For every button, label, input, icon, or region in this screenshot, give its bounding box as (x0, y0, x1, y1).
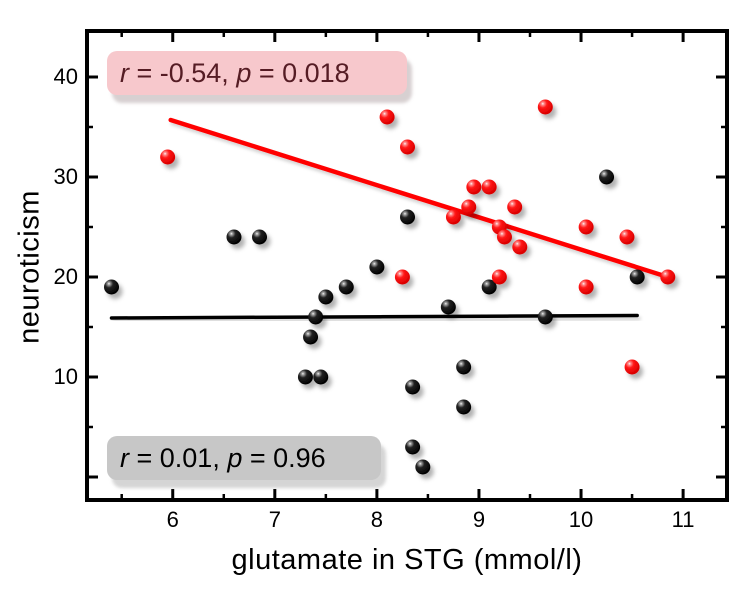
stats-black-r-symbol: r (120, 442, 129, 473)
data-point-black (252, 229, 268, 245)
data-point-red (578, 219, 594, 235)
data-point-red (400, 139, 416, 155)
data-point-black (415, 459, 431, 475)
stats-red-r-symbol: r (120, 57, 129, 88)
data-point-black (405, 439, 421, 455)
data-point-black (303, 329, 319, 345)
data-point-red (466, 179, 482, 195)
data-point-red (445, 209, 461, 225)
stats-box-red: r = -0.54, p = 0.018 (107, 51, 407, 95)
data-point-black (599, 169, 615, 185)
y-tick-label: 30 (53, 164, 78, 189)
data-point-red (491, 269, 507, 285)
y-tick-label: 10 (53, 364, 78, 389)
data-point-red (507, 199, 523, 215)
data-point-red (619, 229, 635, 245)
x-tick-label: 6 (166, 507, 179, 532)
data-point-black (226, 229, 242, 245)
data-point-black (537, 309, 553, 325)
data-point-black (369, 259, 385, 275)
data-point-red (481, 179, 497, 195)
stats-box-black: r = 0.01, p = 0.96 (107, 436, 381, 480)
data-point-black (308, 309, 324, 325)
data-point-red (624, 359, 640, 375)
data-point-black (481, 279, 497, 295)
stats-black-p-value: = 0.96 (242, 442, 326, 473)
stats-red-p-symbol: p (236, 57, 252, 88)
data-point-black (338, 279, 354, 295)
y-tick-label: 20 (53, 264, 78, 289)
x-tick-label: 7 (268, 507, 281, 532)
stats-black-r-value: = 0.01, (129, 442, 228, 473)
data-point-black (440, 299, 456, 315)
x-tick-label: 11 (671, 507, 695, 532)
data-point-red (461, 199, 477, 215)
x-tick-label: 8 (370, 507, 383, 532)
data-point-black (456, 399, 472, 415)
x-tick-label: 10 (568, 507, 594, 532)
data-point-black (313, 369, 329, 385)
x-axis-title: glutamate in STG (mmol/l) (231, 544, 583, 576)
data-point-red (379, 109, 395, 125)
data-point-red (512, 239, 528, 255)
y-tick-label: 40 (53, 64, 78, 89)
stats-red-r-value: = -0.54, (129, 57, 237, 88)
data-point-red (537, 99, 553, 115)
x-tick-label: 9 (472, 507, 486, 532)
trend-line-red (168, 117, 671, 280)
data-point-red (496, 229, 512, 245)
data-point-black (103, 279, 119, 295)
data-point-black (400, 209, 416, 225)
data-point-red (660, 269, 676, 285)
data-point-black (456, 359, 472, 375)
data-point-black (297, 369, 313, 385)
data-point-black (318, 289, 334, 305)
plot-frame (85, 29, 729, 502)
data-point-red (160, 149, 176, 165)
data-point-red (578, 279, 594, 295)
data-point-black (629, 269, 645, 285)
stats-red-p-value: = 0.018 (251, 57, 350, 88)
stats-black-p-symbol: p (227, 442, 243, 473)
trend-line-black (109, 313, 639, 320)
data-point-red (394, 269, 410, 285)
data-point-black (405, 379, 421, 395)
